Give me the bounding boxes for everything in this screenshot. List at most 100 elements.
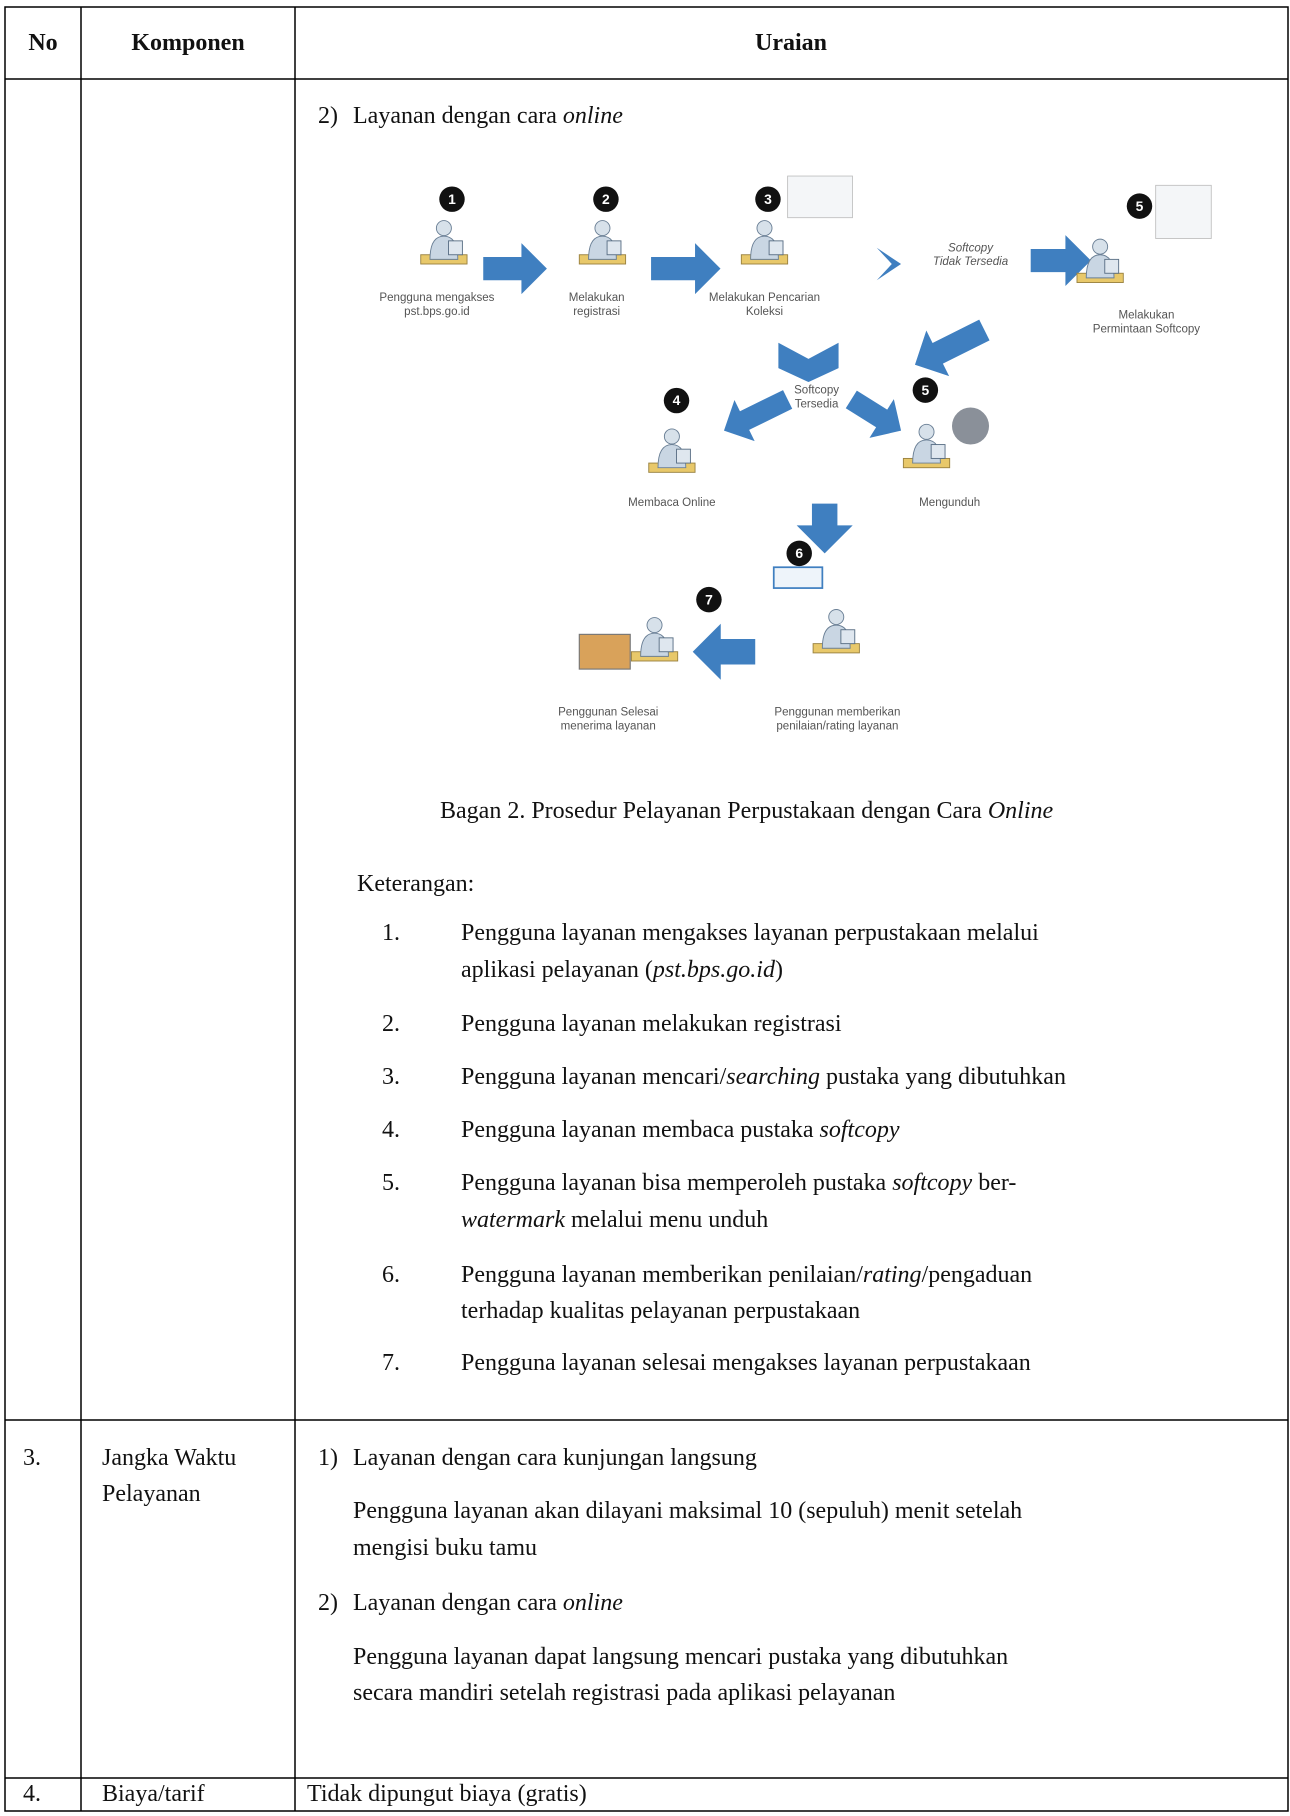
text: pustaka yang dibutuhkan (820, 1064, 1066, 1090)
item-text: mengisi buku tamu (353, 1535, 537, 1561)
note-number: 4. (382, 1117, 400, 1143)
flow-arrow (651, 243, 721, 295)
notes-title: Keterangan: (357, 871, 475, 897)
laptop (768, 240, 784, 256)
flow-arrow (796, 503, 853, 554)
item-title: Layanan dengan cara online (353, 102, 623, 130)
step-badge (755, 186, 781, 212)
flow-chevron (778, 342, 839, 383)
step-badge (439, 186, 465, 212)
note-number: 5. (382, 1170, 400, 1196)
person-head (828, 609, 845, 625)
note-number: 1. (382, 920, 400, 946)
step-badge (912, 377, 939, 403)
person-head (663, 428, 680, 445)
note-text: Pengguna layanan mencari/searching pusta… (461, 1063, 1066, 1091)
note-text: Pengguna layanan melakukan registrasi (461, 1011, 842, 1037)
header-cell: No (28, 30, 58, 56)
row-number: 3. (23, 1445, 41, 1471)
item-title: Layanan dengan cara kunjungan langsung (353, 1445, 757, 1471)
item-text: secara mandiri setelah registrasi pada a… (353, 1680, 896, 1706)
laptop (606, 240, 622, 256)
component: Jangka Waktu (102, 1445, 237, 1471)
note-text: Pengguna layanan bisa memperoleh pustaka… (461, 1169, 1016, 1197)
person-head (1092, 238, 1109, 255)
person-head (756, 220, 773, 237)
laptop (676, 448, 691, 464)
flow-chevron (876, 247, 902, 281)
step-number: 4 (673, 392, 681, 408)
text: softcopy (819, 1117, 900, 1143)
arrow-label: Softcopy (948, 242, 994, 254)
step-number: 6 (795, 545, 803, 561)
item-text: Pengguna layanan dapat langsung mencari … (353, 1644, 1009, 1670)
text: online (562, 103, 623, 129)
component: Pelayanan (102, 1481, 201, 1507)
step-badge (1126, 193, 1153, 219)
laptop (840, 629, 856, 645)
table-frame (4, 6, 1289, 1812)
step-label: pst.bps.go.id (404, 306, 470, 318)
text: Pengguna layanan membaca pustaka (461, 1117, 820, 1143)
step-label: Permintaan Softcopy (1093, 323, 1201, 335)
flow-arrow (483, 243, 547, 295)
step-badge (696, 586, 722, 613)
step-label: penilaian/rating layanan (776, 720, 898, 732)
text: Bagan 2. Prosedur Pelayanan Perpustakaan… (440, 798, 988, 824)
rating-box (772, 566, 824, 589)
note-text: aplikasi pelayanan (pst.bps.go.id) (461, 956, 783, 984)
step-number: 5 (1136, 198, 1144, 214)
step-label: registrasi (573, 306, 620, 318)
note-number: 3. (382, 1064, 400, 1090)
arrow-label: Tersedia (795, 399, 839, 411)
note-text: Pengguna layanan mengakses layanan perpu… (461, 920, 1039, 946)
step-number: 1 (448, 191, 456, 207)
item-number: 1) (318, 1445, 338, 1471)
step-label: Melakukan Pencarian (709, 292, 820, 304)
download-icon (951, 407, 990, 445)
step-label: Penggunan memberikan (774, 706, 900, 718)
step-label: Membaca Online (628, 497, 715, 509)
flow-arrow (1030, 235, 1091, 286)
step-label: Melakukan (1118, 309, 1174, 321)
text: watermark (461, 1207, 565, 1233)
step-label: Pengguna mengakses (379, 292, 494, 304)
flow-diagram: 1 Pengguna mengakses pst.bps.go.id 2 Melakuk… (379, 175, 1212, 732)
item-title: Layanan dengan cara online (353, 1589, 623, 1617)
person-head (594, 220, 611, 237)
flow-arrow (845, 390, 902, 438)
text: /pengaduan (921, 1262, 1033, 1288)
text: rating (862, 1262, 922, 1288)
note-text: Pengguna layanan membaca pustaka softcop… (461, 1116, 900, 1144)
text: searching (726, 1064, 820, 1090)
text: aplikasi pelayanan ( (461, 957, 653, 983)
cart (578, 633, 631, 670)
note-text: terhadap kualitas pelayanan perpustakaan (461, 1298, 861, 1324)
text: pst.bps.go.id (652, 957, 775, 983)
text: ) (774, 957, 783, 983)
caption: Bagan 2. Prosedur Pelayanan Perpustakaan… (440, 797, 1053, 825)
person-head (435, 220, 452, 237)
text: online (562, 1590, 623, 1616)
flow-arrow (723, 390, 793, 442)
text: melalui menu unduh (565, 1207, 769, 1233)
step-number: 2 (602, 191, 610, 207)
text: softcopy (892, 1170, 973, 1196)
note-number: 2. (382, 1011, 400, 1037)
item-number: 2) (318, 1590, 338, 1616)
step-label: Penggunan Selesai (558, 706, 658, 718)
person-head (918, 423, 935, 440)
item-text: Pengguna layanan akan dilayani maksimal … (353, 1498, 1023, 1524)
description: Tidak dipungut biaya (gratis) (307, 1781, 587, 1807)
text: Pengguna layanan bisa memperoleh pustaka (461, 1170, 893, 1196)
step-number: 7 (705, 591, 713, 607)
row-number: 4. (23, 1781, 41, 1807)
header-cell: Komponen (131, 30, 245, 56)
step-number: 5 (922, 382, 930, 398)
screen (1155, 184, 1212, 239)
text: Pengguna layanan memberikan penilaian/ (461, 1262, 863, 1288)
text: Online (987, 798, 1054, 824)
text: ber- (972, 1170, 1017, 1196)
step-label: Mengunduh (919, 497, 980, 509)
